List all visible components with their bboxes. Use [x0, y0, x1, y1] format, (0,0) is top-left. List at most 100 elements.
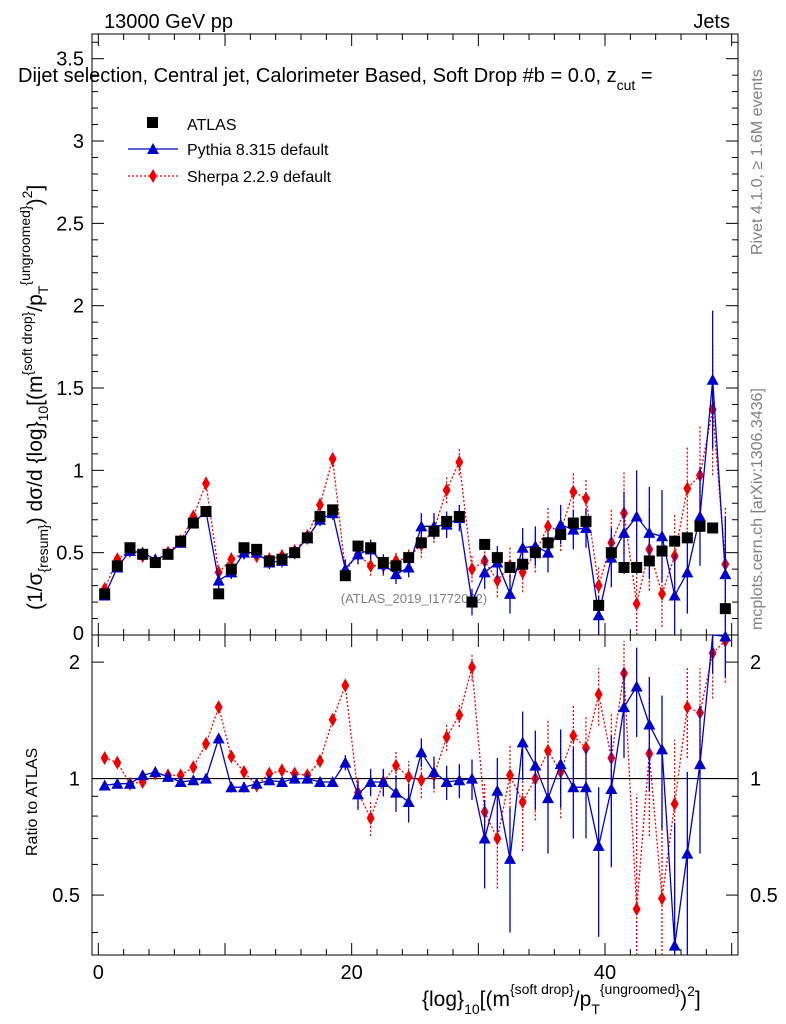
- sherpa-point: [442, 483, 451, 498]
- sherpa-point: [544, 519, 552, 534]
- atlas-point: [694, 520, 706, 532]
- atlas-point: [175, 535, 187, 547]
- legend-pythia-label: Pythia 8.315 default: [187, 142, 329, 159]
- atlas-point: [301, 532, 313, 544]
- pythia-point: [630, 510, 643, 522]
- sherpa-ratio-point: [544, 743, 552, 758]
- sherpa-ratio-point: [442, 730, 451, 745]
- pythia-point: [516, 541, 529, 553]
- pythia-point: [706, 373, 719, 385]
- pythia-ratio-point: [352, 788, 364, 800]
- atlas-point: [504, 561, 516, 573]
- main-ylabel: (1/σ{resum}) dσ/d {log}10[(m{soft drop}/…: [17, 185, 51, 610]
- legend-atlas-label: ATLAS: [187, 117, 237, 134]
- atlas-point: [529, 547, 541, 559]
- pythia-point: [719, 568, 732, 580]
- mcplots-label: mcplots.cern.ch [arXiv:1306.3436]: [749, 388, 766, 630]
- atlas-point: [137, 548, 149, 560]
- sherpa-ratio-point: [202, 736, 210, 751]
- energy-label: 13000 GeV pp: [104, 11, 233, 33]
- sherpa-point: [658, 586, 666, 601]
- pythia-point: [567, 523, 580, 535]
- svg-text:(1/σ{resum}) dσ/d {log}10[(m{s: (1/σ{resum}) dσ/d {log}10[(m{soft drop}/…: [17, 185, 51, 610]
- sherpa-ratio-point: [328, 712, 337, 727]
- ratio-tick-label: 0.5: [52, 885, 80, 907]
- watermark: (ATLAS_2019_I1772062): [341, 591, 487, 606]
- pythia-point: [415, 520, 428, 532]
- pythia-point: [656, 530, 668, 542]
- pythia-ratio-point: [288, 772, 301, 784]
- sherpa-ratio-point: [518, 794, 527, 809]
- pythia-ratio-point: [263, 774, 276, 786]
- atlas-point: [276, 553, 288, 565]
- atlas-point: [289, 547, 301, 559]
- sherpa-ratio-point: [404, 769, 413, 784]
- pythia-point: [681, 566, 694, 578]
- pythia-ratio-point: [605, 782, 618, 794]
- pythia-ratio-point: [174, 775, 187, 787]
- y-tick-label: 1: [73, 460, 84, 482]
- ratio-ylabel: Ratio to ATLAS: [24, 748, 41, 856]
- sherpa-line: [104, 409, 726, 604]
- y-tick-label: 2.5: [56, 213, 84, 235]
- pythia-ratio-point: [580, 781, 592, 793]
- pythia-ratio-point: [554, 758, 567, 770]
- category-label: Jets: [693, 11, 730, 33]
- sherpa-point: [493, 573, 502, 588]
- legend-sherpa-marker: [149, 169, 157, 183]
- atlas-point: [669, 535, 681, 547]
- atlas-point: [567, 517, 579, 529]
- atlas-point: [225, 563, 237, 575]
- sherpa-ratio-point: [493, 831, 502, 846]
- pythia-ratio-point: [504, 852, 516, 864]
- sherpa-ratio-point: [316, 754, 324, 769]
- legend-sherpa-label: Sherpa 2.2.9 default: [187, 169, 332, 186]
- sherpa-ratio-point: [569, 728, 578, 743]
- pythia-ratio-point: [212, 732, 225, 744]
- atlas-point: [263, 555, 275, 567]
- pythia-ratio-point: [149, 765, 162, 777]
- pythia-ratio-point: [402, 795, 415, 807]
- atlas-point: [415, 537, 427, 549]
- pythia-ratio-point: [162, 770, 174, 782]
- pythia-ratio-point: [529, 759, 542, 771]
- sherpa-ratio-line: [104, 640, 726, 910]
- pythia-ratio-point: [491, 784, 504, 796]
- sherpa-ratio-point: [683, 700, 692, 715]
- x-tick-label: 0: [93, 962, 104, 984]
- y-tick-label-zero: 0: [73, 623, 84, 645]
- legend: ATLAS Pythia 8.315 default Sherpa 2.2.9 …: [128, 117, 332, 186]
- pythia-point: [694, 510, 706, 522]
- y-tick-label: 3: [73, 131, 84, 153]
- pythia-ratio-point: [567, 781, 580, 793]
- atlas-point: [618, 561, 630, 573]
- sherpa-ratio-point: [455, 707, 464, 722]
- pythia-point: [580, 521, 592, 533]
- sherpa-ratio-point: [176, 768, 185, 783]
- pythia-ratio-line: [104, 634, 726, 946]
- y-tick-label: 2: [73, 296, 84, 318]
- selection-label: Dijet selection, Central jet, Calorimete…: [18, 65, 653, 93]
- atlas-point: [200, 506, 212, 518]
- sherpa-ratio-point: [240, 764, 248, 779]
- sherpa-point: [594, 578, 603, 593]
- selection-main: Dijet selection, Central jet, Calorimete…: [18, 65, 617, 87]
- atlas-point: [466, 596, 478, 608]
- atlas-point: [149, 557, 161, 569]
- svg-text:{log}10[(m{soft drop}/pT{ungro: {log}10[(m{soft drop}/pT{ungroomed})2]: [422, 981, 701, 1017]
- pythia-point: [352, 548, 364, 560]
- sherpa-ratio-point: [392, 758, 400, 773]
- sherpa-point: [366, 558, 375, 573]
- pythia-ratio-point: [643, 718, 656, 730]
- pythia-ratio-point: [98, 779, 111, 791]
- rivet-label: Rivet 4.1.0, ≥ 1.6M events: [749, 69, 766, 255]
- atlas-point: [377, 557, 389, 569]
- atlas-point: [707, 522, 719, 534]
- pythia-point: [478, 566, 491, 578]
- pythia-ratio-point: [250, 777, 263, 789]
- atlas-point: [238, 542, 250, 554]
- pythia-ratio-point: [339, 756, 352, 768]
- pythia-ratio-point: [428, 765, 440, 777]
- pythia-ratio-point: [111, 777, 124, 789]
